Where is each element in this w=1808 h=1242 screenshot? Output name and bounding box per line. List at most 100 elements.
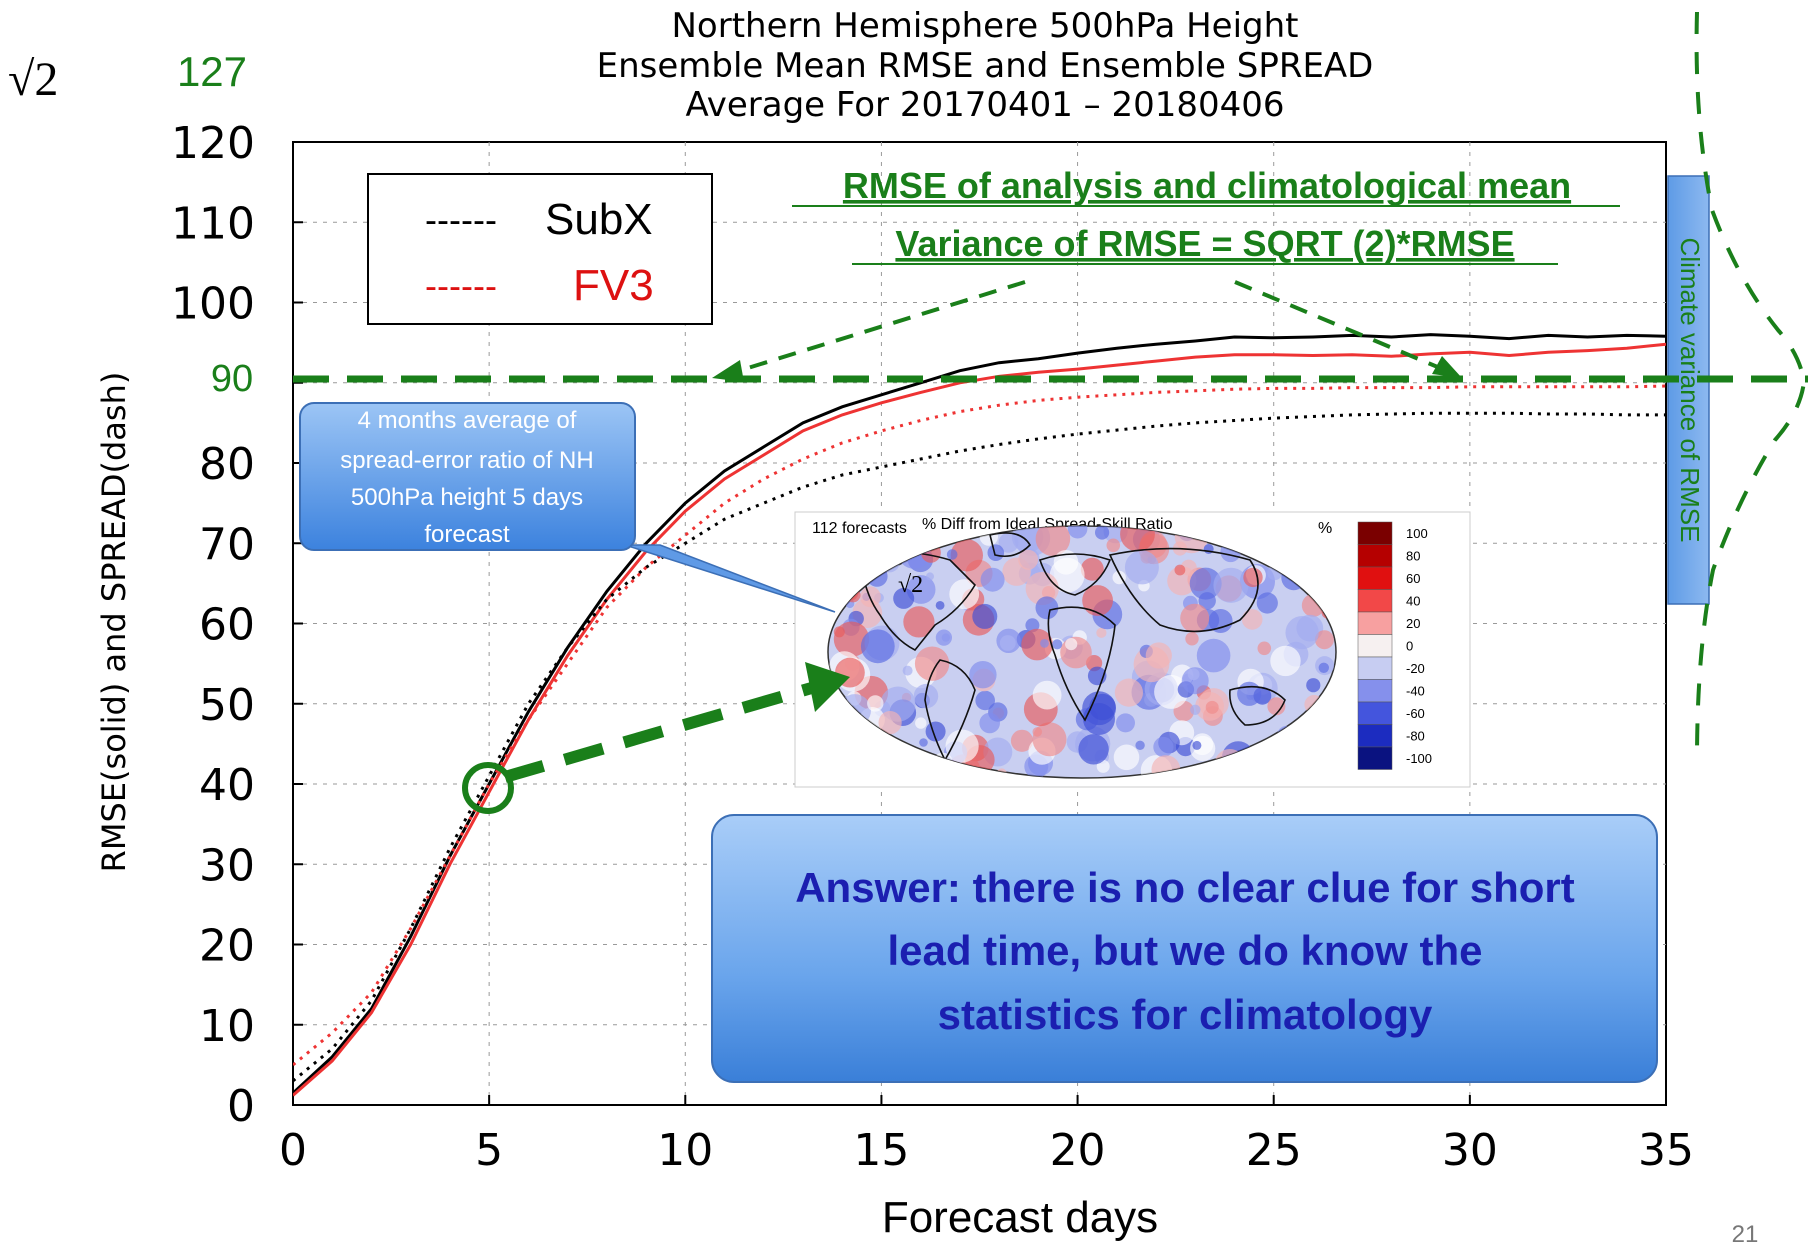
map-blob xyxy=(1154,674,1189,709)
series-fv3-spread xyxy=(293,384,1666,1067)
map-blob xyxy=(1116,713,1135,733)
map-blob xyxy=(949,579,980,610)
map-blob xyxy=(950,539,983,572)
map-blob xyxy=(1185,632,1199,646)
series-layer xyxy=(293,333,1666,1097)
y-tick-labels: 0 10 20 30 40 50 60 70 80 100 110 120 xyxy=(171,118,255,1132)
map-blob xyxy=(860,629,895,664)
series-fv3-rmse xyxy=(293,342,1666,1097)
legend-fv3-label: FV3 xyxy=(573,261,654,310)
map-blob xyxy=(1180,603,1210,633)
colorbar-label--100: -100 xyxy=(1406,751,1432,766)
map-blob xyxy=(972,603,998,629)
map-blob xyxy=(1096,759,1110,773)
callout-text-line-3: 500hPa height 5 days xyxy=(351,484,583,511)
inset-map-unit: % xyxy=(1318,520,1332,537)
inset-map-left-title: 112 forecasts xyxy=(812,520,907,537)
map-blob xyxy=(902,665,913,676)
map-blob xyxy=(1113,744,1140,771)
colorbar-swatch-20 xyxy=(1357,611,1393,635)
colorbar-label--20: -20 xyxy=(1406,661,1425,676)
green-note-line-1: RMSE of analysis and climatological mean xyxy=(843,165,1571,206)
x-tick-label-35: 35 xyxy=(1638,1125,1694,1176)
y-tick-label-20: 20 xyxy=(199,921,255,972)
reference-label-90: 90 xyxy=(211,358,253,400)
colorbar-label-60: 60 xyxy=(1406,571,1420,586)
map-blob xyxy=(1256,592,1278,614)
map-blob xyxy=(1153,736,1174,758)
answer-line-3: statistics for climatology xyxy=(938,991,1433,1038)
colorbar-swatch-60 xyxy=(1357,566,1393,590)
map-blob xyxy=(1196,638,1231,673)
colorbar-label-100: 100 xyxy=(1406,526,1428,541)
map-blob xyxy=(1089,693,1116,721)
climate-distribution-curve xyxy=(1694,11,1807,761)
map-blob xyxy=(833,626,845,638)
map-blob xyxy=(1032,680,1062,710)
y-tick-label-50: 50 xyxy=(199,680,255,731)
map-blob xyxy=(1205,700,1219,714)
map-blob xyxy=(935,629,953,646)
map-blob xyxy=(1052,639,1063,650)
colorbar-swatch--100 xyxy=(1357,746,1393,770)
chart-title-line-1: Northern Hemisphere 500hPa Height xyxy=(672,6,1299,46)
inset-sqrt2-symbol: √2 xyxy=(898,572,923,598)
y-tick-label-60: 60 xyxy=(199,600,255,651)
map-blob xyxy=(1285,616,1319,650)
colorbar-label--80: -80 xyxy=(1406,729,1425,744)
day5-highlight-circle xyxy=(462,762,514,814)
asia-outline xyxy=(1108,547,1259,633)
climate-variance-box xyxy=(1667,175,1710,605)
map-blob xyxy=(1040,639,1049,648)
y-tick-label-70: 70 xyxy=(199,519,255,570)
arrow-to-left-90 xyxy=(734,280,1026,374)
colorbar-swatch--60 xyxy=(1357,701,1393,725)
callout-text-line-2: spread-error ratio of NH xyxy=(340,447,593,474)
y-tick-label-120: 120 xyxy=(171,118,255,169)
chart-title-line-3: Average For 20170401 – 20180406 xyxy=(685,85,1284,125)
map-blob xyxy=(1095,526,1110,540)
series-subx-spread xyxy=(293,411,1666,1083)
map-blob xyxy=(1270,645,1301,677)
colorbar-swatch-100 xyxy=(1357,521,1393,545)
map-blob xyxy=(1096,627,1107,638)
y-tick-label-80: 80 xyxy=(199,439,255,490)
legend-subx-dash: ------ xyxy=(425,199,497,240)
map-blob xyxy=(1010,729,1034,752)
legend-subx-label: SubX xyxy=(545,195,653,244)
map-blob xyxy=(980,567,1005,592)
map-blob xyxy=(926,572,934,581)
colorbar-label--40: -40 xyxy=(1406,684,1425,699)
map-blob xyxy=(1021,628,1053,661)
colorbar-swatch-40 xyxy=(1357,589,1393,613)
x-tick-label-20: 20 xyxy=(1050,1125,1106,1176)
y-tick-label-100: 100 xyxy=(171,279,255,330)
map-blob xyxy=(1243,567,1263,588)
colorbar-swatch--20 xyxy=(1357,656,1393,680)
map-blob xyxy=(1078,734,1109,765)
map-blob xyxy=(969,661,997,689)
x-tick-label-30: 30 xyxy=(1442,1125,1498,1176)
map-blob xyxy=(1192,740,1202,750)
answer-box xyxy=(711,814,1658,1083)
map-blob xyxy=(1053,550,1079,575)
inset-map: 112 forecasts % Diff from Ideal Spread-S… xyxy=(794,511,1471,788)
y-tick-label-0: 0 xyxy=(227,1081,255,1132)
map-blob xyxy=(1082,585,1113,616)
colorbar-swatch-80 xyxy=(1357,544,1393,568)
map-blob xyxy=(1106,538,1121,553)
map-blob xyxy=(1065,638,1078,651)
map-blob xyxy=(1032,722,1067,757)
map-blob xyxy=(1114,678,1143,707)
x-tick-label-25: 25 xyxy=(1246,1125,1302,1176)
map-blob xyxy=(867,695,884,712)
legend-fv3-dash: ------ xyxy=(425,265,497,306)
africa-outline xyxy=(1047,606,1116,722)
answer-line-2: lead time, but we do know the xyxy=(887,927,1482,974)
map-blob xyxy=(1189,567,1222,600)
y-tick-label-30: 30 xyxy=(199,840,255,891)
x-axis-label: Forecast days xyxy=(882,1193,1158,1242)
map-blob xyxy=(987,544,1005,561)
map-blob xyxy=(1318,662,1330,673)
green-arrows xyxy=(503,280,1462,783)
